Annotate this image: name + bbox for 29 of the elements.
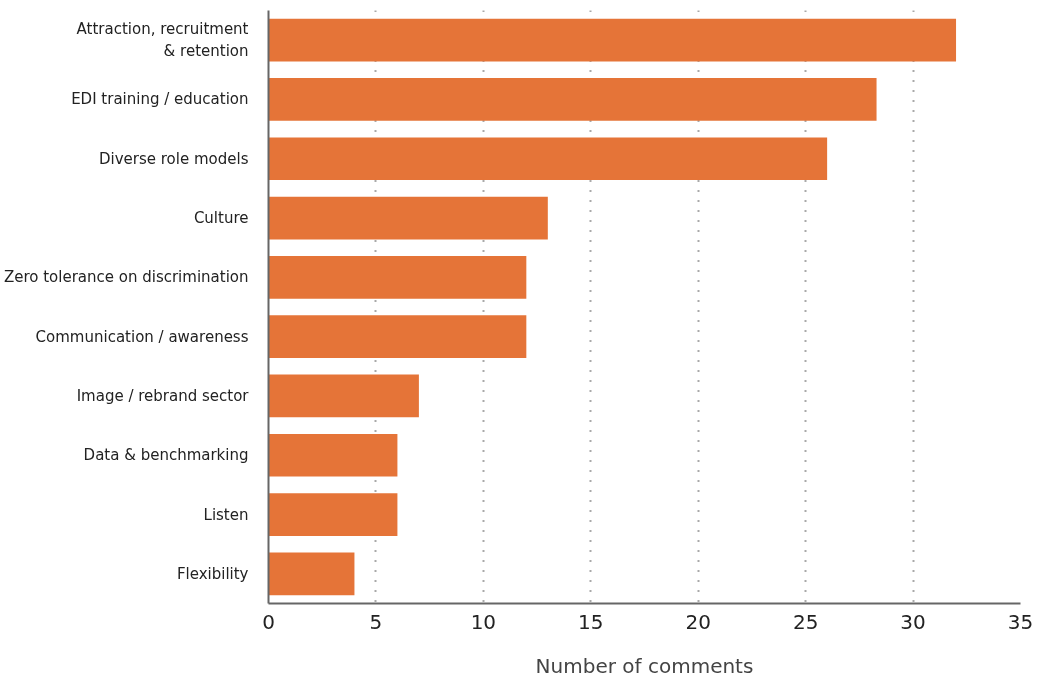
x-axis-title: Number of comments bbox=[535, 653, 754, 678]
x-tick-label: 5 bbox=[369, 609, 383, 634]
bar bbox=[268, 256, 527, 299]
y-tick-label: Flexibility bbox=[176, 564, 249, 583]
bar bbox=[268, 196, 548, 240]
bar bbox=[268, 433, 398, 477]
y-tick-label: Culture bbox=[193, 209, 249, 228]
y-tick-label: Zero tolerance on discrimination bbox=[3, 268, 249, 287]
y-tick-label: Diverse role models bbox=[99, 149, 249, 168]
bar bbox=[268, 137, 828, 181]
x-tick-label: 20 bbox=[685, 609, 711, 634]
x-tick-label: 30 bbox=[900, 609, 926, 634]
x-tick-label: 15 bbox=[578, 609, 604, 634]
x-tick-label: 0 bbox=[262, 609, 275, 634]
y-tick-label: Communication / awareness bbox=[35, 327, 249, 346]
bar bbox=[268, 315, 527, 358]
y-tick-label: Listen bbox=[203, 505, 249, 524]
y-tick-label: Attraction, recruitment & retention bbox=[76, 20, 249, 60]
y-tick-label: EDI training / education bbox=[71, 90, 249, 109]
bar bbox=[268, 78, 877, 121]
bar bbox=[268, 493, 398, 536]
bar bbox=[268, 18, 957, 62]
x-tick-label: 25 bbox=[792, 609, 819, 634]
bar bbox=[268, 552, 355, 596]
x-tick-label: 35 bbox=[1007, 609, 1034, 634]
y-tick-label: Data & benchmarking bbox=[83, 446, 249, 465]
x-tick-label: 10 bbox=[470, 609, 497, 634]
y-tick-label: Image / rebrand sector bbox=[76, 386, 250, 405]
bar bbox=[268, 374, 419, 418]
